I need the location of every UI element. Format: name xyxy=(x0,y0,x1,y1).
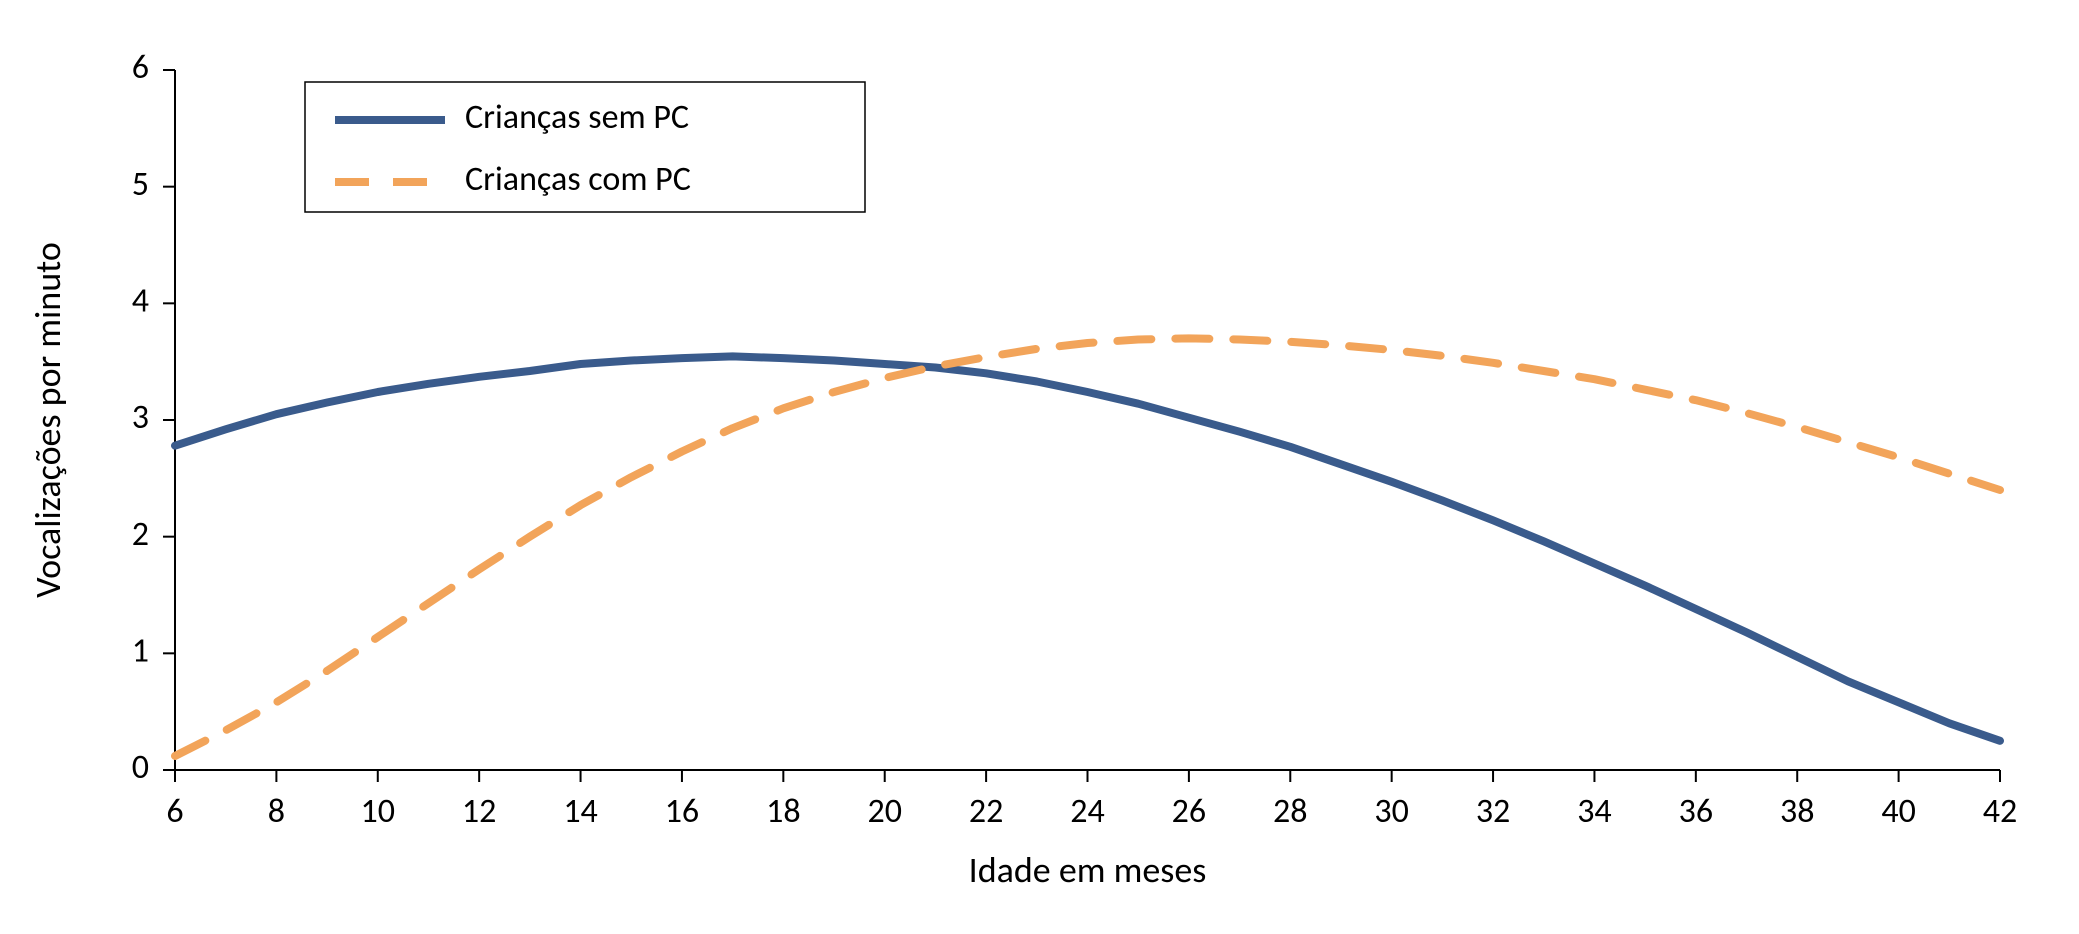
x-tick-label: 36 xyxy=(1679,791,1713,832)
x-tick-label: 18 xyxy=(766,791,800,832)
x-tick-label: 32 xyxy=(1476,791,1510,832)
y-tick-label: 6 xyxy=(132,47,149,88)
x-tick-label: 30 xyxy=(1374,791,1408,832)
x-tick-label: 42 xyxy=(1983,791,2017,832)
x-tick-label: 24 xyxy=(1070,791,1104,832)
y-tick-label: 1 xyxy=(132,630,149,671)
x-tick-label: 28 xyxy=(1273,791,1307,832)
x-tick-label: 8 xyxy=(268,791,285,832)
legend-label-com_pc: Crianças com PC xyxy=(465,159,691,200)
legend: Crianças sem PC Crianças com PC xyxy=(305,82,865,212)
y-axis-label: Vocalizações por minuto xyxy=(26,242,70,598)
y-tick-label: 3 xyxy=(132,397,149,438)
x-tick-label: 22 xyxy=(969,791,1003,832)
y-tick-label: 4 xyxy=(132,280,149,321)
y-tick-label: 0 xyxy=(132,747,149,788)
x-tick-label: 38 xyxy=(1780,791,1814,832)
x-tick-label: 16 xyxy=(665,791,699,832)
x-tick-label: 10 xyxy=(361,791,395,832)
legend-label-sem_pc: Crianças sem PC xyxy=(465,97,689,138)
x-tick-label: 6 xyxy=(166,791,183,832)
y-tick-label: 5 xyxy=(132,164,149,205)
x-tick-label: 12 xyxy=(462,791,496,832)
x-tick-label: 26 xyxy=(1172,791,1206,832)
x-axis-label: Idade em meses xyxy=(969,848,1207,892)
line-chart: 0123456681012141618202224262830323436384… xyxy=(0,0,2079,934)
x-tick-label: 34 xyxy=(1577,791,1611,832)
y-tick-label: 2 xyxy=(132,514,149,555)
x-tick-label: 20 xyxy=(867,791,901,832)
x-tick-label: 40 xyxy=(1881,791,1915,832)
x-tick-label: 14 xyxy=(563,791,597,832)
